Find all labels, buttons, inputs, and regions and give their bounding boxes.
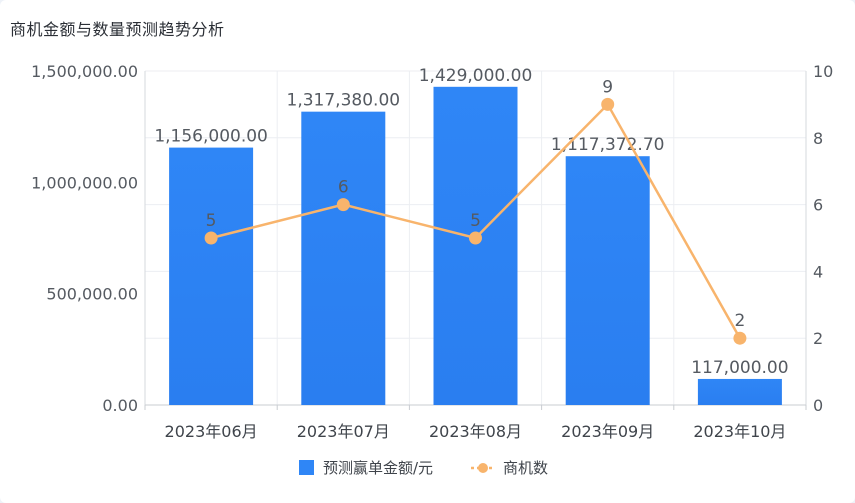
- bar: [169, 147, 254, 405]
- bar-value-label: 1,156,000.00: [154, 127, 268, 147]
- x-tick-label: 2023年08月: [429, 422, 522, 441]
- y-right-tick-label: 0: [813, 396, 823, 415]
- line-value-label: 2: [734, 311, 745, 331]
- bar: [301, 111, 386, 405]
- x-tick-label: 2023年07月: [297, 422, 390, 441]
- y-left-tick-label: 0.00: [102, 396, 138, 415]
- x-tick-label: 2023年09月: [561, 422, 654, 441]
- chart-title: 商机金额与数量预测趋势分析: [10, 20, 225, 39]
- bar-value-label: 1,117,372.70: [551, 135, 665, 155]
- x-tick-label: 2023年10月: [693, 422, 786, 441]
- y-right-tick-label: 8: [813, 129, 823, 148]
- line-value-label: 6: [338, 178, 349, 198]
- y-left-tick-label: 1,500,000.00: [31, 62, 138, 81]
- line-value-label: 9: [602, 77, 613, 97]
- y-right-tick-label: 10: [813, 62, 833, 81]
- y-right-tick-label: 4: [813, 262, 823, 281]
- line-point: [469, 231, 482, 245]
- y-left-tick-label: 1,000,000.00: [31, 173, 138, 192]
- line-value-label: 5: [206, 211, 217, 231]
- y-right-tick-label: 6: [813, 196, 823, 215]
- bar: [697, 378, 782, 405]
- legend-bar-label: 预测赢单金额/元: [323, 459, 433, 477]
- legend-line-marker: [478, 463, 488, 473]
- line-point: [601, 97, 615, 111]
- line-value-label: 5: [470, 211, 481, 231]
- bar-value-label: 117,000.00: [691, 358, 788, 378]
- bar: [433, 86, 518, 406]
- x-tick-label: 2023年06月: [165, 422, 258, 441]
- legend-line-label: 商机数: [503, 459, 548, 477]
- bar: [565, 156, 650, 405]
- line-point: [336, 198, 350, 212]
- legend-bar-swatch: [299, 460, 314, 475]
- y-right-tick-label: 2: [813, 329, 823, 348]
- bar-value-label: 1,429,000.00: [419, 66, 533, 86]
- bar-value-label: 1,317,380.00: [287, 91, 401, 111]
- line-point: [733, 331, 747, 345]
- line-point: [204, 231, 218, 245]
- y-left-tick-label: 500,000.00: [46, 285, 138, 304]
